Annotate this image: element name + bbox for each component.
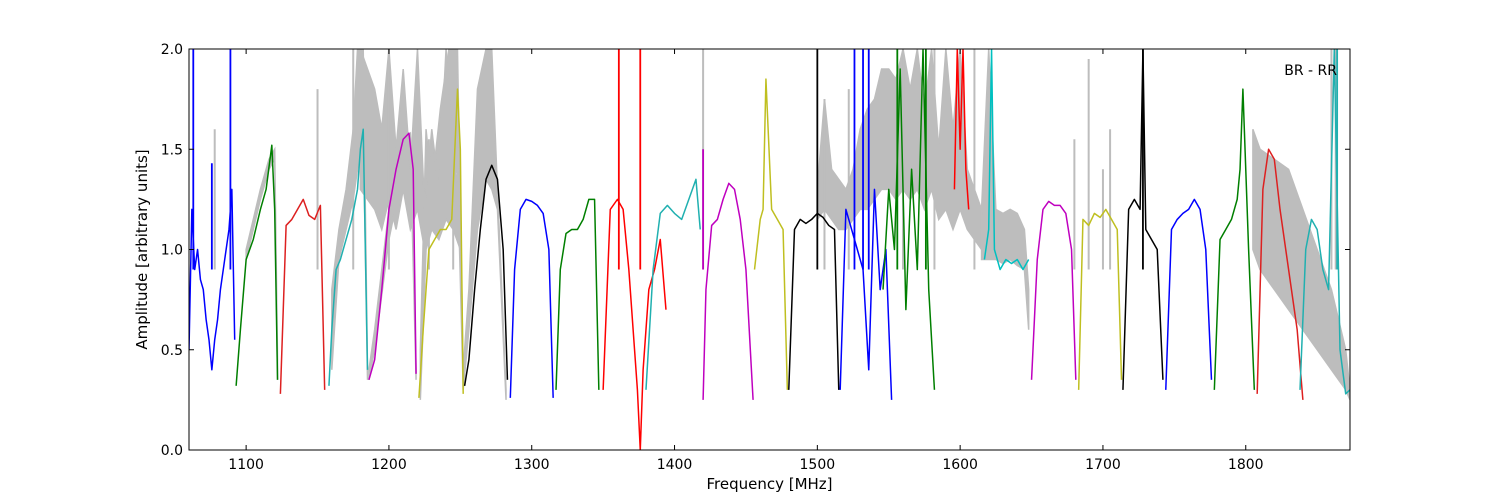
y-tick-label: 1.5 [161, 142, 183, 158]
series-line [1077, 208, 1123, 390]
x-tick-label: 1200 [371, 457, 407, 473]
x-tick-label: 1300 [514, 457, 550, 473]
background-band [462, 49, 507, 400]
background-band [359, 49, 462, 253]
series-line [509, 198, 554, 398]
series-line [463, 164, 509, 386]
series-line [753, 78, 789, 390]
series-line [788, 212, 840, 390]
series-line [1299, 49, 1350, 395]
x-tick-label: 1600 [942, 457, 978, 473]
series-line [328, 128, 369, 386]
x-tick-label: 1100 [228, 457, 264, 473]
x-tick-label: 1400 [657, 457, 693, 473]
y-axis-title: Amplitude [arbitrary units] [133, 149, 151, 349]
series-line [1213, 88, 1256, 390]
y-tick-label: 0.5 [161, 343, 183, 359]
series-line [602, 198, 667, 450]
series-line [702, 182, 754, 400]
x-tick-label: 1500 [800, 457, 836, 473]
series-line [279, 198, 326, 394]
series-line [1165, 198, 1213, 390]
series-line [189, 188, 236, 371]
x-tick-label: 1700 [1085, 457, 1121, 473]
y-tick-label: 1.0 [161, 243, 183, 259]
x-axis-title: Frequency [MHz] [706, 475, 832, 493]
background-band [1252, 128, 1350, 401]
y-tick-label: 0.0 [161, 443, 183, 459]
series-line [368, 132, 417, 381]
series-line [983, 49, 1030, 271]
y-tick-label: 2.0 [161, 42, 183, 58]
chart-annotation: BR - RR [1284, 63, 1337, 79]
series-layer [189, 49, 1350, 450]
background-band [331, 49, 369, 380]
series-line [953, 49, 970, 210]
series-line [1030, 200, 1077, 380]
series-line [839, 188, 893, 400]
x-tick-label: 1800 [1228, 457, 1264, 473]
x-axis: 1100 1200 1300 1400 1500 1600 1700 1800 [228, 49, 1264, 473]
series-line [1256, 148, 1304, 400]
series-line [645, 178, 701, 390]
series-line [235, 144, 279, 386]
series-line [1122, 49, 1164, 390]
series-line [418, 88, 464, 398]
series-line [555, 198, 600, 390]
y-axis: 0.0 0.5 1.0 1.5 2.0 [161, 42, 1350, 459]
